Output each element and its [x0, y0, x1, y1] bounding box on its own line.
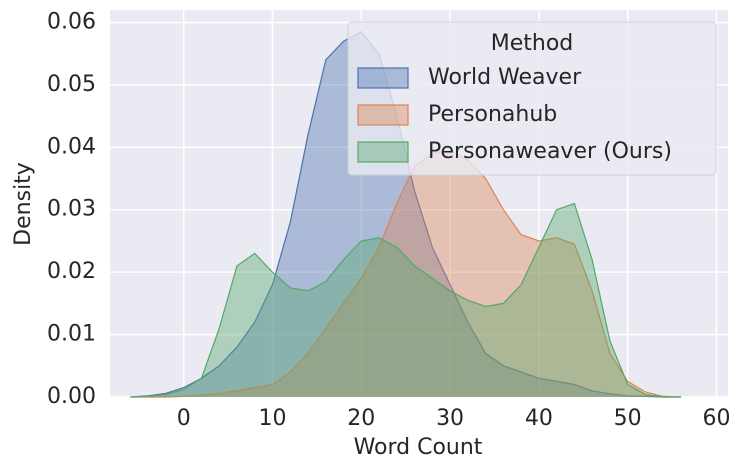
- y-tick-label: 0.01: [47, 322, 96, 347]
- density-line: [130, 202, 681, 398]
- legend-box: [347, 21, 717, 176]
- density-area: [130, 31, 681, 398]
- x-tick-label: 20: [347, 406, 375, 431]
- y-tick-label: 0.04: [47, 134, 96, 159]
- legend-label: World Weaver: [428, 65, 582, 90]
- y-axis-label: Density: [11, 162, 36, 246]
- density-area: [130, 203, 681, 397]
- y-tick-label: 0.03: [47, 197, 96, 222]
- y-tick-label: 0.02: [47, 259, 96, 284]
- x-axis-label: Word Count: [354, 435, 483, 460]
- x-tick-label: 0: [177, 406, 191, 431]
- density-line: [130, 149, 681, 398]
- legend-swatch: [357, 104, 409, 126]
- y-tick-label: 0.05: [47, 72, 96, 97]
- x-tick-label: 50: [614, 406, 642, 431]
- x-tick-label: 10: [258, 406, 286, 431]
- legend-label: Personahub: [428, 102, 557, 127]
- y-tick-label: 0.06: [47, 9, 96, 34]
- legend-label: Personaweaver (Ours): [428, 139, 672, 164]
- y-tick-label: 0.00: [47, 384, 96, 409]
- density-area: [130, 150, 681, 397]
- legend-title: Method: [491, 31, 574, 56]
- x-tick-label: 30: [436, 406, 464, 431]
- x-tick-label: 60: [702, 406, 730, 431]
- x-tick-label: 40: [525, 406, 553, 431]
- legend-swatch: [357, 67, 409, 89]
- legend-swatch: [357, 141, 409, 163]
